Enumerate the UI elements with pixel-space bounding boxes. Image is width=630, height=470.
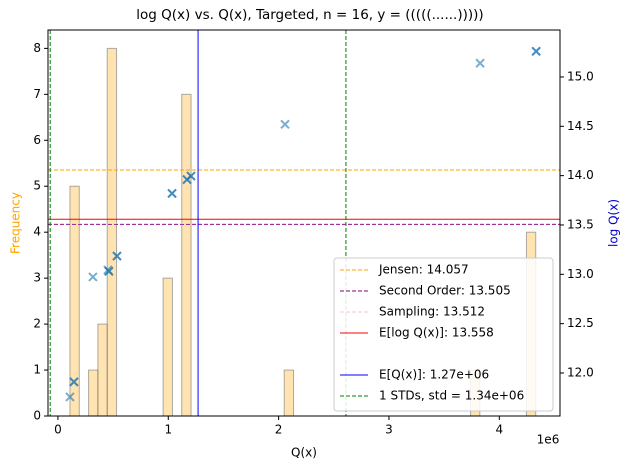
legend-box <box>333 257 554 412</box>
y-tick-label: 0 <box>33 409 41 423</box>
legend: Jensen: 14.057 Second Order: 13.505 Sampli… <box>333 257 554 412</box>
y-tick-label: 3 <box>33 271 41 285</box>
scatter-point <box>531 46 541 57</box>
x-offset-label: 1e6 <box>537 433 560 447</box>
y-tick-label: 7 <box>33 87 41 101</box>
y2-axis-label: log Q(x) <box>607 199 621 247</box>
x-tick-label: 4 <box>495 423 503 437</box>
scatter-point <box>167 188 177 199</box>
y2-tick-label: 14.0 <box>567 168 594 182</box>
legend-label: Sampling: 13.512 <box>379 305 485 319</box>
y-tick-label: 8 <box>33 41 41 55</box>
y-tick-label: 5 <box>33 179 41 193</box>
bar <box>181 93 192 417</box>
y-axis-label: Frequency <box>9 192 23 254</box>
scatter-point <box>280 119 290 130</box>
y-tick-label: 2 <box>33 317 41 331</box>
scatter-point <box>88 272 98 282</box>
scatter-point <box>104 266 114 277</box>
legend-label: Jensen: 14.057 <box>378 263 469 277</box>
scatter-point <box>186 171 196 181</box>
legend-label: E[log Q(x)]: 13.558 <box>379 326 494 340</box>
y-tick-label: 1 <box>33 363 41 377</box>
scatter-point <box>112 251 122 261</box>
legend-label: Second Order: 13.505 <box>379 284 511 298</box>
bar <box>97 323 108 417</box>
scatter-point <box>475 58 485 68</box>
bar <box>106 47 118 417</box>
bar <box>88 369 99 417</box>
x-axis-label: Q(x) <box>291 446 317 460</box>
y2-tick-label: 12.0 <box>567 365 594 379</box>
chart-title: log Q(x) vs. Q(x), Targeted, n = 16, y =… <box>136 7 483 23</box>
y-tick-label: 6 <box>33 133 41 147</box>
y2-tick-label: 15.0 <box>567 69 594 83</box>
plot-frame <box>47 29 561 417</box>
y2-tick-label: 14.5 <box>567 119 594 133</box>
y2-tick-label: 13.5 <box>567 217 594 231</box>
legend-label: E[Q(x)]: 1.27e+06 <box>379 368 489 382</box>
y2-tick-label: 12.5 <box>567 316 594 330</box>
x-tick-label: 2 <box>275 423 283 437</box>
bar <box>162 277 173 417</box>
scatter-point <box>65 392 75 402</box>
bar <box>283 369 295 417</box>
scatter-point <box>69 377 79 387</box>
y2-tick-label: 13.0 <box>567 267 594 281</box>
y-tick-label: 4 <box>33 225 41 239</box>
x-tick-label: 1 <box>164 423 172 437</box>
x-tick-label: 3 <box>385 423 393 437</box>
x-tick-label: 0 <box>54 423 62 437</box>
legend-label: 1 STDs, std = 1.34e+06 <box>379 389 524 403</box>
